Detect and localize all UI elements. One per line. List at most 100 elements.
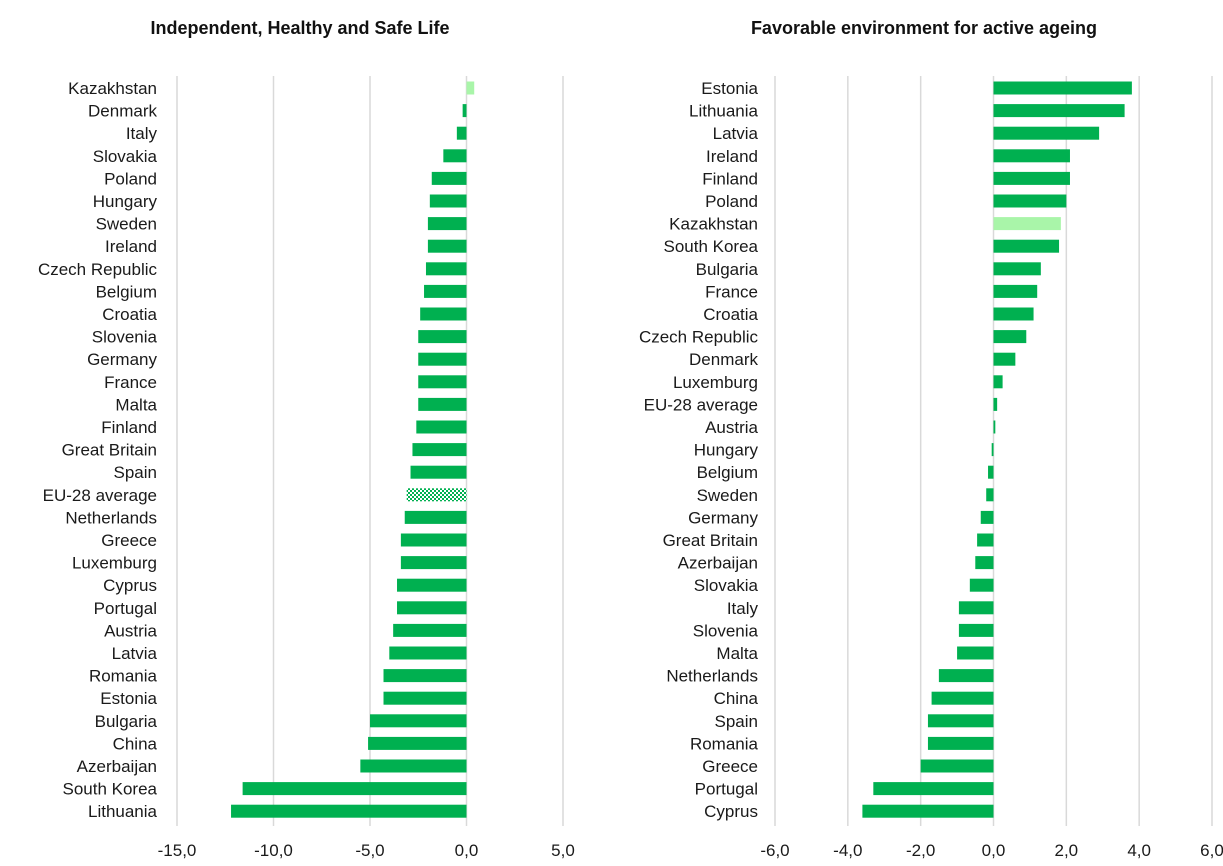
right-bar — [993, 149, 1070, 163]
left-bar — [418, 397, 467, 411]
right-category-label: Croatia — [703, 305, 758, 324]
left-bar — [427, 217, 467, 231]
right-bar — [993, 217, 1061, 231]
left-category-label: Czech Republic — [38, 260, 158, 279]
right-bar — [975, 556, 994, 570]
left-category-label: Finland — [101, 418, 157, 437]
right-bar — [862, 804, 994, 818]
right-bar — [993, 375, 1003, 389]
right-category-label: Italy — [727, 599, 759, 618]
left-bar — [368, 736, 467, 750]
left-bar — [466, 81, 475, 95]
right-bar — [969, 578, 994, 592]
left-bar — [397, 578, 467, 592]
left-category-label: Belgium — [96, 282, 157, 301]
right-bar — [958, 601, 994, 615]
right-category-label: Denmark — [689, 350, 758, 369]
right-category-label: Hungary — [694, 441, 759, 460]
right-category-label: South Korea — [663, 237, 758, 256]
right-bar — [986, 488, 994, 502]
right-category-label: Ireland — [706, 147, 758, 166]
right-category-label: Slovenia — [693, 621, 759, 640]
right-category-label: Germany — [688, 508, 758, 527]
left-category-label: Portugal — [94, 599, 157, 618]
left-category-label: Azerbaijan — [77, 757, 157, 776]
left-category-label: France — [104, 373, 157, 392]
left-category-label: Germany — [87, 350, 157, 369]
right-bar — [938, 669, 994, 683]
right-x-tick-label: 2,0 — [1055, 841, 1079, 860]
left-bar — [360, 759, 467, 773]
left-x-tick-label: -10,0 — [254, 841, 293, 860]
left-bar — [462, 104, 467, 118]
right-category-label: Latvia — [713, 124, 759, 143]
right-category-label: EU-28 average — [644, 395, 758, 414]
left-category-label: Estonia — [100, 689, 157, 708]
right-category-label: Bulgaria — [696, 260, 759, 279]
right-category-label: Malta — [716, 644, 758, 663]
right-bar — [977, 533, 994, 547]
left-bar — [383, 669, 467, 683]
right-category-label: China — [714, 689, 759, 708]
left-category-label: Greece — [101, 531, 157, 550]
left-x-tick-label: -15,0 — [158, 841, 197, 860]
left-category-label: Luxemburg — [72, 554, 157, 573]
right-bar — [993, 330, 1027, 344]
right-category-label: Azerbaijan — [678, 554, 758, 573]
right-bar — [927, 714, 994, 728]
left-bar — [429, 194, 467, 208]
right-bar — [980, 510, 994, 524]
right-x-tick-label: -6,0 — [760, 841, 789, 860]
left-bar — [427, 239, 467, 253]
left-bar — [400, 556, 467, 570]
right-category-label: Netherlands — [666, 667, 758, 686]
chart-left: Independent, Healthy and Safe Life -15,0… — [38, 18, 575, 860]
left-bar — [418, 375, 467, 389]
right-bar — [993, 307, 1034, 321]
left-bar — [418, 352, 467, 366]
left-bar — [424, 284, 467, 298]
left-category-label: Sweden — [96, 215, 157, 234]
left-bar — [400, 533, 467, 547]
left-category-label: Austria — [104, 621, 157, 640]
right-x-tick-label: -2,0 — [906, 841, 935, 860]
left-category-label: Ireland — [105, 237, 157, 256]
right-bar — [993, 284, 1038, 298]
left-category-label: Spain — [114, 463, 157, 482]
right-category-label: Poland — [705, 192, 758, 211]
left-category-label: Malta — [115, 395, 157, 414]
right-category-label: Cyprus — [704, 802, 758, 821]
chart-right: Favorable environment for active ageing … — [639, 18, 1223, 860]
right-category-label: Portugal — [695, 780, 758, 799]
right-bar — [993, 397, 998, 411]
left-category-label: Slovakia — [93, 147, 158, 166]
right-bar — [991, 443, 994, 457]
left-bar — [412, 443, 467, 457]
right-category-label: Belgium — [697, 463, 758, 482]
right-bar — [873, 782, 994, 796]
left-bar — [389, 646, 467, 660]
left-bar — [370, 714, 467, 728]
right-category-label: Greece — [702, 757, 758, 776]
right-bar — [920, 759, 994, 773]
left-category-label: Slovenia — [92, 328, 158, 347]
left-bar — [410, 465, 467, 479]
left-category-label: Bulgaria — [95, 712, 158, 731]
right-bar — [993, 262, 1041, 276]
right-bar — [993, 171, 1070, 185]
right-category-label: Finland — [702, 169, 758, 188]
right-category-label: Lithuania — [689, 102, 759, 121]
right-bar — [958, 623, 994, 637]
right-category-label: Estonia — [701, 79, 758, 98]
chart-right-title: Favorable environment for active ageing — [751, 18, 1097, 38]
left-bar — [383, 691, 467, 705]
left-category-label: China — [113, 734, 158, 753]
chart-left-title: Independent, Healthy and Safe Life — [150, 18, 449, 38]
left-bar — [393, 623, 467, 637]
left-category-label: Hungary — [93, 192, 158, 211]
right-bar — [927, 736, 994, 750]
left-category-label: Netherlands — [65, 508, 157, 527]
right-category-label: Czech Republic — [639, 328, 759, 347]
